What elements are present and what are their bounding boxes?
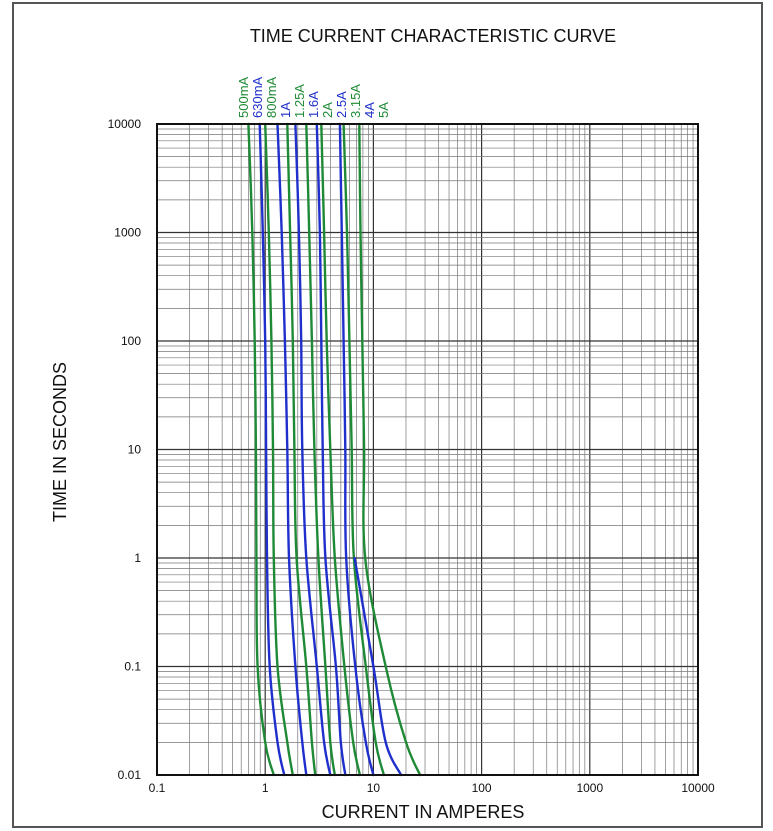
curve-5A — [342, 122, 386, 777]
y-tick-label: 1000 — [114, 226, 141, 240]
series-label-3.15A: 3.15A — [348, 84, 363, 118]
x-tick-label: 100 — [472, 781, 492, 795]
y-tick-label: 1 — [134, 551, 141, 565]
curve-unlabeled — [358, 122, 422, 777]
series-label-1A: 1A — [278, 102, 293, 118]
curve-1.6A — [294, 122, 332, 777]
x-tick-label: 1000 — [576, 781, 603, 795]
y-tick-label: 100 — [121, 334, 141, 348]
series-label-800mA: 800mA — [264, 76, 279, 118]
x-tick-label: 1 — [262, 781, 269, 795]
curve-2A — [305, 122, 336, 777]
grid — [156, 124, 698, 776]
series-labels: 500mA 630mA 800mA 1A 1.25A 1.6A 2A 2.5A 3.15A 4A 5… — [236, 76, 391, 118]
series-label-4A: 4A — [362, 102, 377, 118]
x-tick-label: 10000 — [681, 781, 715, 795]
series-label-2.5A: 2.5A — [334, 91, 349, 118]
y-tick-label: 10000 — [108, 117, 142, 131]
x-tick-label: 0.1 — [149, 781, 166, 795]
series-label-630mA: 630mA — [250, 76, 265, 118]
x-axis-label: CURRENT IN AMPERES — [322, 802, 525, 822]
y-axis-label: TIME IN SECONDS — [50, 362, 70, 522]
curve-1A — [276, 122, 308, 777]
plot-area — [156, 123, 699, 776]
y-tick-label: 0.01 — [118, 768, 142, 782]
series-label-1.6A: 1.6A — [306, 91, 321, 118]
series-label-500mA: 500mA — [236, 76, 251, 118]
curve-500mA — [247, 122, 275, 777]
x-tick-label: 10 — [367, 781, 381, 795]
curve-630mA — [258, 122, 286, 777]
y-ticks: 0.01 0.1 1 10 100 1000 10000 — [108, 117, 142, 782]
series-label-1.25A: 1.25A — [292, 84, 307, 118]
curves — [247, 122, 422, 777]
x-ticks: 0.1 1 10 100 1000 10000 — [149, 781, 715, 795]
series-label-5A: 5A — [376, 102, 391, 118]
curve-1.25A — [286, 122, 317, 777]
curve-4A — [338, 122, 375, 777]
curve-3.15A — [320, 122, 362, 777]
curve-800mA — [264, 122, 294, 777]
curve-unlabeled — [353, 556, 403, 777]
y-tick-label: 10 — [128, 443, 142, 457]
series-label-2A: 2A — [320, 102, 335, 118]
chart-title: TIME CURRENT CHARACTERISTIC CURVE — [250, 26, 616, 46]
curve-2.5A — [315, 122, 347, 777]
y-tick-label: 0.1 — [124, 660, 141, 674]
